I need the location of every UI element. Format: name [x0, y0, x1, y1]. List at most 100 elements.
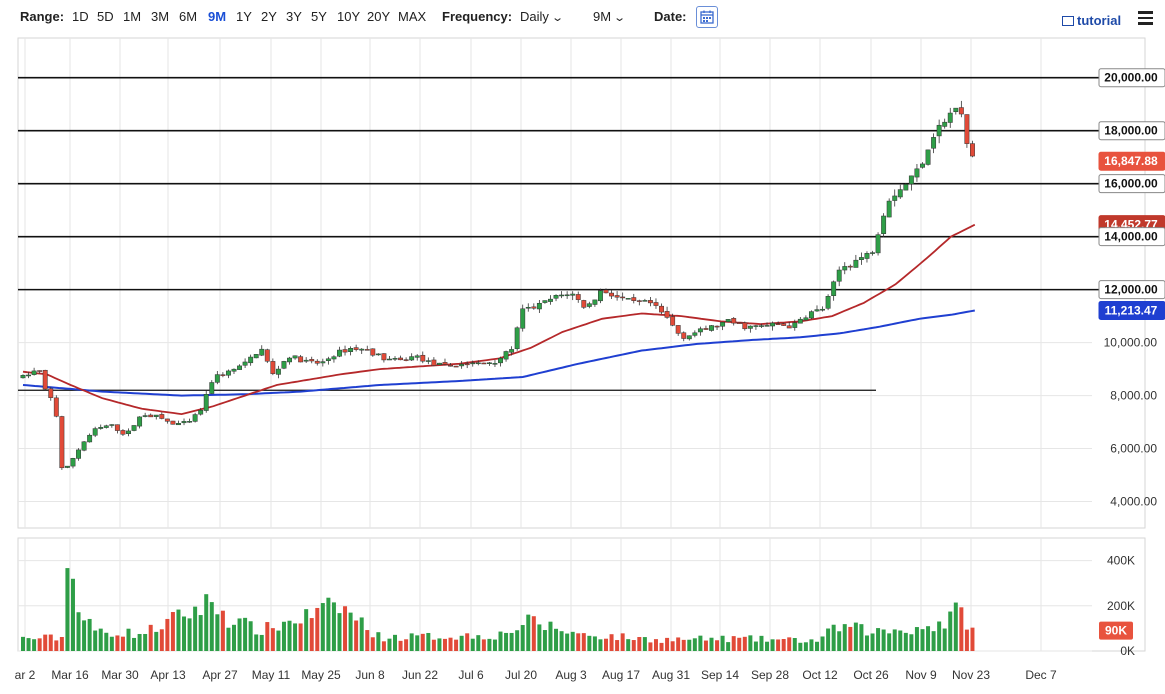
volume-bar — [687, 639, 692, 651]
volume-bar — [748, 635, 753, 651]
x-tick-label: Nov 9 — [905, 668, 937, 682]
volume-bar — [498, 631, 503, 651]
volume-bar — [281, 621, 286, 651]
volume-bar — [82, 620, 87, 651]
candle-body — [348, 348, 354, 352]
range-button-3y[interactable]: 3Y — [286, 9, 302, 24]
candle-body — [720, 321, 726, 327]
candle-body — [886, 200, 892, 218]
candle-body — [697, 328, 703, 333]
volume-bar — [765, 641, 770, 651]
volume-bar — [270, 628, 275, 651]
range-button-1d[interactable]: 1D — [72, 9, 89, 24]
candle-body — [603, 289, 609, 294]
candle-body — [642, 300, 648, 302]
candle-body — [253, 354, 259, 359]
range-button-3m[interactable]: 3M — [151, 9, 170, 24]
range-button-5d[interactable]: 5D — [97, 9, 114, 24]
volume-bar — [459, 635, 464, 651]
range-button-2y[interactable]: 2Y — [261, 9, 277, 24]
tutorial-link[interactable]: tutorial — [1062, 13, 1121, 28]
volume-bar — [70, 578, 75, 651]
candle-body — [592, 299, 598, 305]
volume-bar — [909, 634, 914, 651]
range-button-9m[interactable]: 9M — [208, 9, 227, 24]
volume-bar — [170, 612, 175, 651]
chevron-down-icon: ⌄ — [551, 12, 564, 24]
volume-bar — [853, 622, 858, 651]
candle-body — [231, 368, 237, 372]
volume-bar — [215, 614, 220, 651]
volume-bar — [176, 609, 181, 651]
y-tick-label: 10,000.00 — [1104, 336, 1158, 350]
volume-bar — [359, 617, 364, 651]
candle-body — [414, 355, 420, 358]
volume-bar — [76, 612, 81, 651]
volume-bar — [365, 630, 370, 651]
candle-body — [353, 347, 359, 350]
volume-bar — [348, 612, 353, 651]
candle-body — [392, 358, 398, 360]
frequency-select[interactable]: Daily ⌄ — [520, 9, 564, 26]
candle-body — [448, 364, 453, 367]
volume-bar — [393, 634, 398, 651]
candle-body — [159, 414, 165, 419]
candle-body — [181, 421, 187, 424]
period-select[interactable]: 9M ⌄ — [593, 9, 626, 26]
volume-bar — [226, 627, 231, 651]
x-tick-label: May 11 — [252, 668, 291, 682]
volume-bar — [442, 638, 447, 651]
volume-bar — [309, 618, 314, 651]
candle-body — [564, 294, 570, 297]
volume-bar — [592, 636, 597, 651]
volume-bar — [465, 633, 470, 651]
volume-bar — [559, 631, 564, 651]
range-button-max[interactable]: MAX — [398, 9, 427, 24]
volume-bar — [120, 636, 125, 651]
candle-body — [609, 292, 615, 297]
candle-body — [198, 410, 204, 415]
candle-body — [947, 112, 953, 123]
candle-body — [375, 353, 381, 356]
volume-bar — [642, 637, 647, 651]
candle-body — [492, 363, 498, 365]
candle-body — [342, 349, 348, 353]
range-button-20y[interactable]: 20Y — [367, 9, 391, 24]
range-button-5y[interactable]: 5Y — [311, 9, 327, 24]
calendar-icon[interactable] — [696, 6, 718, 28]
volume-bar — [37, 638, 42, 651]
candle-body — [653, 302, 659, 306]
candle-body — [548, 298, 553, 302]
hamburger-menu-icon[interactable] — [1138, 11, 1153, 25]
candle-body — [625, 298, 631, 300]
candle-body — [87, 434, 93, 443]
volume-bar — [143, 633, 148, 651]
volume-bar — [626, 639, 631, 651]
candle-body — [875, 234, 881, 254]
candle-body — [209, 382, 215, 394]
candle-body — [520, 308, 526, 329]
range-button-1m[interactable]: 1M — [123, 9, 142, 24]
volume-bar — [331, 602, 336, 651]
volume-bar — [98, 628, 103, 651]
volume-bar — [720, 635, 725, 651]
candle-body — [381, 353, 387, 361]
range-button-10y[interactable]: 10Y — [337, 9, 361, 24]
x-tick-label: Jul 6 — [458, 668, 484, 682]
candle-body — [831, 281, 837, 296]
volume-bar — [837, 631, 842, 651]
volume-bar — [243, 617, 248, 651]
volume-bar — [126, 628, 131, 651]
volume-bar — [637, 637, 642, 651]
volume-bar — [492, 639, 497, 651]
candle-body — [842, 266, 848, 271]
candle-body — [120, 430, 126, 435]
volume-bar — [948, 611, 953, 651]
candle-body — [692, 332, 698, 336]
volume-bar — [470, 638, 475, 651]
range-button-1y[interactable]: 1Y — [236, 9, 252, 24]
price-tag — [1098, 300, 1165, 320]
range-button-6m[interactable]: 6M — [179, 9, 198, 24]
volume-bar — [381, 641, 386, 651]
candle-body — [126, 430, 131, 435]
